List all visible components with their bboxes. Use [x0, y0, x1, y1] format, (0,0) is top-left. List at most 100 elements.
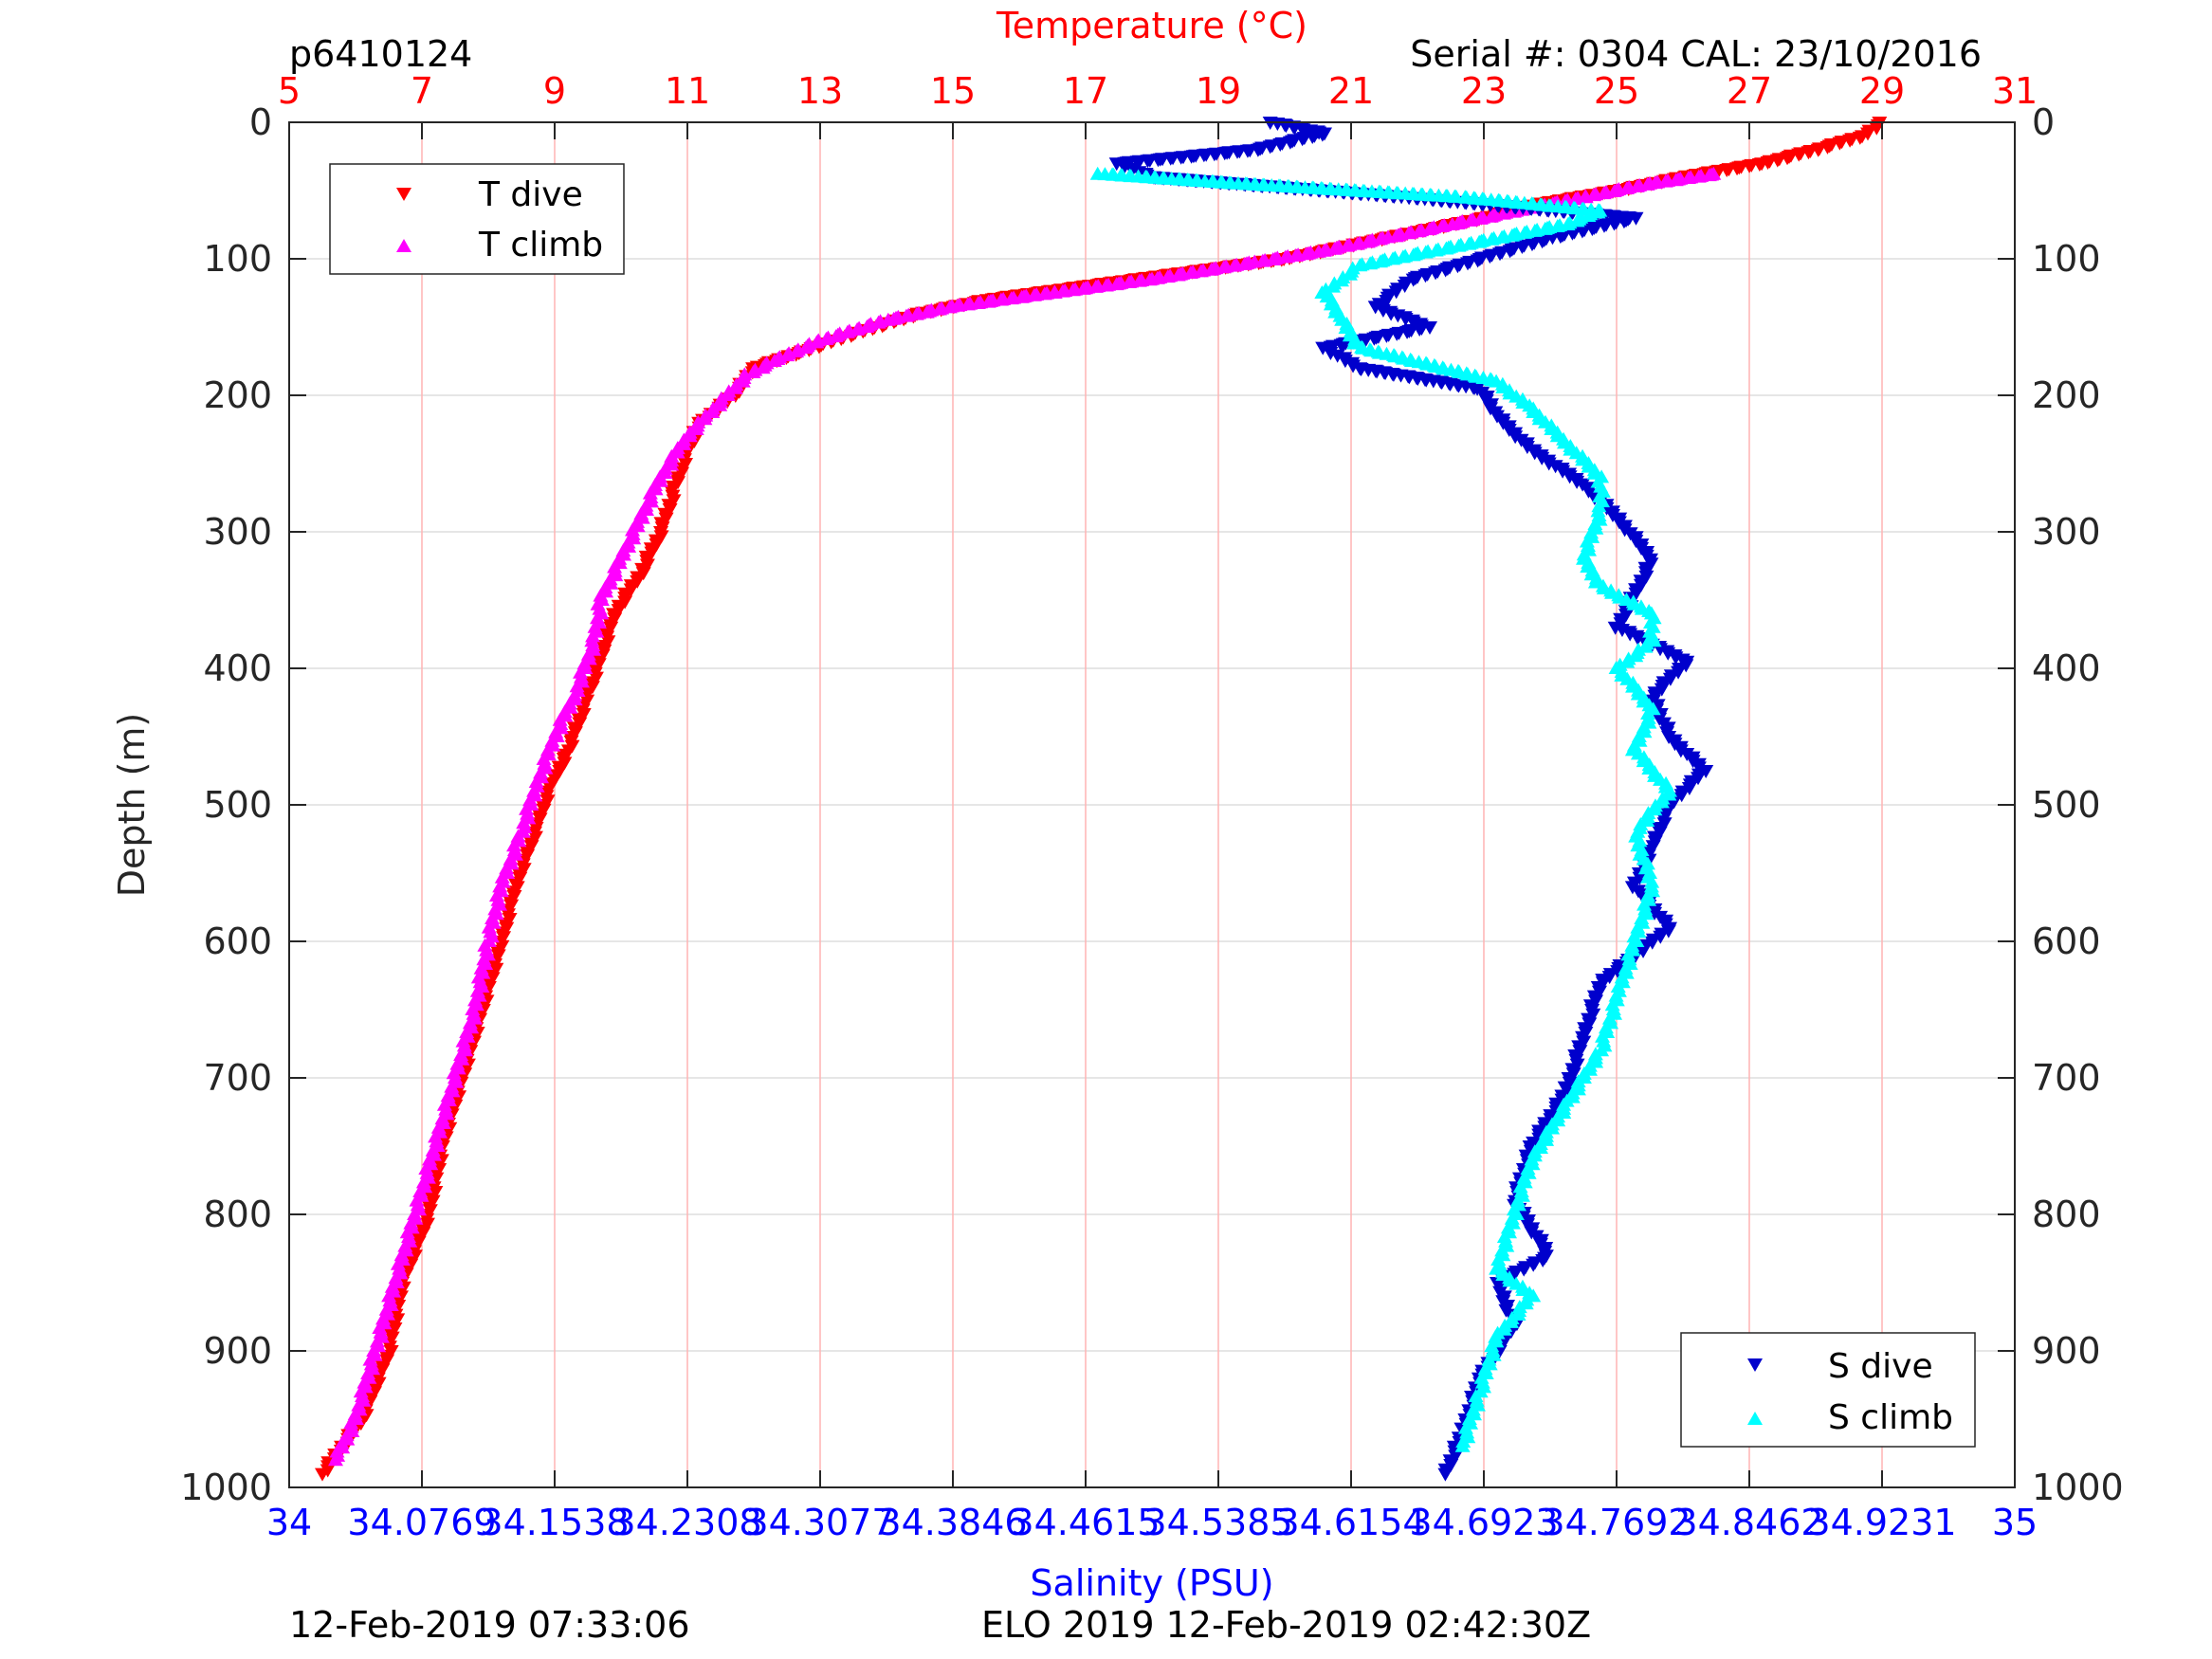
- footer-date: 12-Feb-2019 07:33:06: [289, 1604, 690, 1646]
- depth-tick-label-left: 500: [203, 784, 272, 826]
- data-point: [1519, 441, 1535, 454]
- temperature-tick-label: 27: [1727, 70, 1772, 112]
- data-point: [1667, 738, 1683, 752]
- depth-tick-label-left: 200: [203, 374, 272, 416]
- data-point: [1495, 416, 1511, 430]
- salinity-tick-label: 35: [1992, 1502, 2038, 1543]
- temperature-tick-label: 21: [1328, 70, 1374, 112]
- data-point: [1661, 731, 1677, 744]
- depth-tick-label-left: 1000: [180, 1467, 272, 1508]
- data-point: [1673, 789, 1690, 803]
- salinity-tick-label: 34.1538: [480, 1502, 629, 1543]
- depth-tick-label-left: 700: [203, 1057, 272, 1099]
- salinity-tick-label: 34.8462: [1674, 1502, 1823, 1543]
- salinity-tick-label: 34.7692: [1542, 1502, 1691, 1543]
- temperature-tick-label: 5: [278, 70, 301, 112]
- salinity-tick-label: 34.5385: [1143, 1502, 1292, 1543]
- salinity-tick-label: 34.9231: [1807, 1502, 1956, 1543]
- depth-tick-label-left: 900: [203, 1330, 272, 1372]
- series-t-dive: [315, 117, 1888, 1482]
- data-point: [328, 1452, 343, 1467]
- data-point: [1604, 509, 1620, 522]
- data-point: [315, 1468, 330, 1482]
- data-point: [1587, 574, 1603, 589]
- depth-tick-label-right: 600: [2032, 921, 2101, 962]
- data-point: [1437, 1468, 1453, 1482]
- legend-s-dive-label: S dive: [1828, 1347, 1933, 1386]
- temperature-tick-label: 29: [1859, 70, 1905, 112]
- legend-t-climb-marker: [396, 239, 411, 252]
- temp-axis-label: Temperature (°C): [996, 5, 1307, 46]
- depth-tick-label-right: 0: [2032, 101, 2055, 143]
- salinity-tick-label: 34: [266, 1502, 312, 1543]
- depth-tick-label-left: 600: [203, 921, 272, 962]
- data-point: [1679, 748, 1695, 761]
- header-id: p6410124: [289, 33, 472, 75]
- temperature-tick-label: 19: [1196, 70, 1241, 112]
- data-point: [1513, 433, 1529, 447]
- depth-tick-label-right: 700: [2032, 1057, 2101, 1099]
- legend-s-climb-marker: [1747, 1412, 1763, 1425]
- legend-temperature: T dive T climb: [329, 163, 625, 275]
- legend-t-climb-label: T climb: [478, 226, 603, 264]
- salinity-tick-label: 34.6154: [1276, 1502, 1425, 1543]
- depth-tick-label-left: 100: [203, 238, 272, 280]
- temperature-tick-label: 11: [665, 70, 710, 112]
- temperature-tick-label: 7: [411, 70, 433, 112]
- tick-layer: 0 0 100 100 200 200 300 300 400 400 500 500 600 600 70…: [180, 70, 2123, 1543]
- depth-tick-label-right: 500: [2032, 784, 2101, 826]
- depth-tick-label-right: 900: [2032, 1330, 2101, 1372]
- data-point: [1454, 1438, 1471, 1452]
- salinity-axis-label: Salinity (PSU): [1030, 1562, 1273, 1604]
- series-s-dive: [1108, 117, 1714, 1482]
- data-point: [1508, 430, 1524, 445]
- legend-salinity: S dive S climb: [1680, 1332, 1976, 1448]
- data-point: [1681, 782, 1697, 795]
- depth-tick-label-right: 300: [2032, 511, 2101, 553]
- temperature-tick-label: 15: [930, 70, 976, 112]
- temperature-tick-label: 23: [1461, 70, 1507, 112]
- legend-s-dive-marker: [1747, 1358, 1763, 1372]
- depth-tick-label-left: 400: [203, 647, 272, 689]
- depth-tick-label-right: 200: [2032, 374, 2101, 416]
- depth-tick-label-left: 800: [203, 1194, 272, 1235]
- series-t-climb: [328, 166, 1722, 1467]
- data-point: [1654, 683, 1670, 697]
- depth-tick-label-left: 300: [203, 511, 272, 553]
- data-point: [745, 365, 761, 378]
- legend-salinity-box: [1680, 1332, 1976, 1448]
- data-point: [1691, 761, 1707, 775]
- depth-tick-label-right: 800: [2032, 1194, 2101, 1235]
- legend-t-dive-label: T dive: [478, 175, 583, 214]
- salinity-tick-label: 34.3846: [878, 1502, 1027, 1543]
- temperature-tick-label: 31: [1992, 70, 2038, 112]
- depth-tick-label-left: 0: [249, 101, 272, 143]
- series-s-climb: [1089, 166, 1677, 1452]
- legend-t-dive-marker: [396, 188, 411, 201]
- salinity-tick-label: 34.2308: [612, 1502, 761, 1543]
- legend-s-climb-label: S climb: [1828, 1398, 1953, 1437]
- salinity-tick-label: 34.0769: [347, 1502, 496, 1543]
- header-serial: Serial #: 0304 CAL: 23/10/2016: [1410, 33, 1982, 75]
- data-point: [1662, 672, 1678, 686]
- data-point: [1678, 659, 1694, 673]
- data-point: [1671, 665, 1687, 680]
- series-layer: [315, 117, 1888, 1482]
- salinity-tick-label: 34.6923: [1409, 1502, 1558, 1543]
- data-point: [1581, 484, 1597, 499]
- data-point: [1346, 336, 1362, 350]
- depth-tick-label-right: 400: [2032, 647, 2101, 689]
- data-point: [1501, 424, 1517, 437]
- data-point: [1490, 410, 1505, 424]
- depth-tick-label-right: 100: [2032, 238, 2101, 280]
- data-point: [1575, 478, 1591, 492]
- legend-temperature-box: [329, 163, 625, 275]
- data-point: [1673, 744, 1689, 758]
- temperature-tick-label: 17: [1063, 70, 1108, 112]
- data-point: [1698, 765, 1714, 778]
- temperature-tick-label: 25: [1594, 70, 1639, 112]
- temperature-tick-label: 13: [797, 70, 843, 112]
- depth-axis-label: Depth (m): [111, 713, 153, 898]
- data-point: [1685, 755, 1701, 769]
